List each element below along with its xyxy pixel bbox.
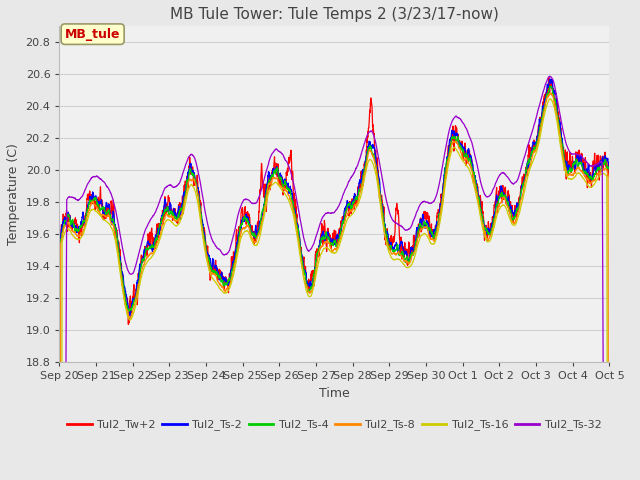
Line: Tul2_Ts-16: Tul2_Ts-16	[60, 99, 609, 480]
Line: Tul2_Ts-8: Tul2_Ts-8	[60, 93, 609, 480]
Tul2_Ts-2	[605, 163, 613, 169]
Legend: Tul2_Tw+2, Tul2_Ts-2, Tul2_Ts-4, Tul2_Ts-8, Tul2_Ts-16, Tul2_Ts-32: Tul2_Tw+2, Tul2_Ts-2, Tul2_Ts-4, Tul2_Ts…	[63, 415, 606, 435]
Tul2_Ts-8	[536, 132, 543, 138]
Tul2_Tw+2	[151, 246, 159, 252]
Tul2_Ts-2	[547, 76, 554, 82]
Tul2_Ts-8	[547, 90, 555, 96]
Tul2_Tw+2	[545, 74, 553, 80]
Tul2_Ts-32	[291, 183, 298, 189]
Tul2_Ts-16	[118, 284, 126, 289]
Tul2_Tw+2	[536, 131, 543, 136]
Tul2_Ts-2	[536, 117, 543, 123]
Text: MB_tule: MB_tule	[65, 28, 120, 41]
Tul2_Ts-2	[267, 175, 275, 180]
Tul2_Ts-4	[291, 209, 298, 215]
Tul2_Tw+2	[605, 159, 613, 165]
Tul2_Tw+2	[291, 190, 298, 196]
Y-axis label: Temperature (C): Temperature (C)	[7, 143, 20, 245]
Tul2_Ts-8	[266, 181, 274, 187]
Tul2_Ts-4	[536, 127, 543, 132]
Tul2_Ts-16	[291, 216, 298, 222]
Line: Tul2_Tw+2: Tul2_Tw+2	[60, 77, 609, 324]
Tul2_Ts-16	[536, 137, 543, 143]
Tul2_Ts-32	[546, 73, 554, 79]
Tul2_Ts-4	[605, 168, 613, 174]
Tul2_Ts-4	[151, 240, 159, 246]
Tul2_Ts-4	[267, 175, 275, 181]
Tul2_Ts-8	[291, 212, 298, 217]
Line: Tul2_Ts-32: Tul2_Ts-32	[60, 76, 609, 480]
Tul2_Ts-16	[266, 185, 274, 191]
Tul2_Ts-2	[126, 314, 134, 320]
Tul2_Ts-16	[151, 250, 159, 255]
Tul2_Ts-8	[595, 171, 603, 177]
Tul2_Ts-32	[266, 155, 274, 160]
Tul2_Ts-2	[291, 206, 298, 212]
Tul2_Ts-4	[595, 166, 603, 171]
Tul2_Ts-4	[547, 84, 554, 89]
Tul2_Ts-2	[151, 235, 159, 241]
Tul2_Ts-16	[595, 174, 603, 180]
Line: Tul2_Ts-4: Tul2_Ts-4	[60, 86, 609, 312]
Tul2_Tw+2	[56, 236, 63, 242]
Tul2_Ts-32	[118, 243, 126, 249]
Tul2_Ts-32	[151, 210, 159, 216]
Tul2_Ts-8	[151, 245, 159, 251]
Tul2_Ts-4	[125, 309, 132, 314]
Tul2_Ts-2	[56, 245, 63, 251]
Line: Tul2_Ts-2: Tul2_Ts-2	[60, 79, 609, 317]
Tul2_Ts-4	[56, 245, 63, 251]
Tul2_Ts-2	[118, 271, 126, 277]
Tul2_Ts-32	[595, 160, 603, 166]
Tul2_Ts-32	[536, 103, 543, 109]
Title: MB Tule Tower: Tule Temps 2 (3/23/17-now): MB Tule Tower: Tule Temps 2 (3/23/17-now…	[170, 7, 499, 22]
Tul2_Tw+2	[595, 172, 603, 178]
Tul2_Tw+2	[118, 282, 126, 288]
Tul2_Ts-4	[118, 275, 126, 280]
Tul2_Tw+2	[267, 181, 275, 187]
Tul2_Ts-8	[118, 280, 126, 286]
X-axis label: Time: Time	[319, 387, 350, 400]
Tul2_Ts-16	[546, 96, 554, 102]
Tul2_Ts-2	[595, 165, 603, 171]
Tul2_Tw+2	[125, 322, 132, 327]
